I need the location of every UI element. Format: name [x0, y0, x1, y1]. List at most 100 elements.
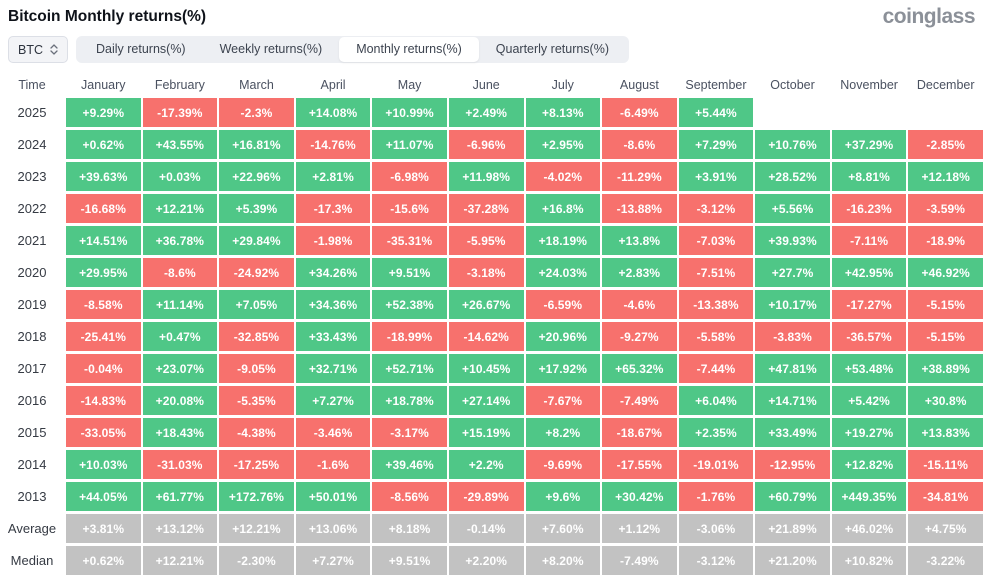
return-cell: -4.38%	[219, 418, 294, 447]
return-cell: +30.8%	[908, 386, 983, 415]
return-cell: -15.6%	[372, 194, 447, 223]
return-cell: +8.2%	[525, 418, 601, 447]
return-cell: -1.98%	[295, 226, 371, 255]
return-cell: -3.12%	[678, 194, 754, 223]
return-cell: +12.82%	[831, 450, 907, 479]
return-cell: +29.84%	[219, 226, 294, 255]
table-row: 2022 -16.68% +12.21% +5.39% -17.3% -15.6% -37.…	[0, 194, 983, 223]
return-cell: -12.95%	[755, 450, 830, 479]
return-cell: +13.06%	[295, 514, 371, 543]
return-cell: -1.76%	[678, 482, 754, 511]
return-cell: +9.6%	[525, 482, 601, 511]
return-cell: +14.08%	[295, 98, 371, 127]
return-cell: +34.36%	[295, 290, 371, 319]
return-cell: -31.03%	[142, 450, 218, 479]
tab-quarterly[interactable]: Quarterly returns(%)	[495, 42, 610, 57]
return-cell: +10.76%	[755, 130, 830, 159]
return-cell: +27.7%	[755, 258, 830, 287]
row-label: 2013	[17, 489, 47, 504]
tab-daily[interactable]: Daily returns(%)	[96, 42, 186, 57]
return-cell: +20.08%	[142, 386, 218, 415]
table-row: Average +3.81% +13.12% +12.21% +13.06% +8.18%…	[0, 514, 983, 543]
return-cell: -19.01%	[678, 450, 754, 479]
return-cell: +17.92%	[525, 354, 601, 383]
return-cell: +2.95%	[525, 130, 601, 159]
symbol-selector[interactable]: BTC	[8, 36, 68, 63]
return-cell: -6.59%	[525, 290, 601, 319]
column-header: Time	[18, 77, 46, 92]
return-cell: -7.67%	[525, 386, 601, 415]
return-cell: -7.49%	[602, 546, 677, 575]
return-cell: -35.31%	[372, 226, 447, 255]
empty-cell	[755, 98, 830, 127]
table-row: Median +0.62% +12.21% -2.30% +7.27% +9.51% +2.…	[0, 546, 983, 575]
row-label: 2019	[17, 297, 47, 312]
return-cell: +39.93%	[755, 226, 830, 255]
return-cell: +2.49%	[448, 98, 524, 127]
return-cell: +23.07%	[142, 354, 218, 383]
monthly-returns-table: Time January February March April May June July…	[0, 71, 985, 575]
coinglass-logo[interactable]: coinglass	[882, 5, 976, 28]
return-cell: -3.18%	[448, 258, 524, 287]
return-cell: +13.12%	[142, 514, 218, 543]
return-cell: -8.56%	[372, 482, 447, 511]
return-cell: -7.49%	[602, 386, 677, 415]
return-cell: -16.23%	[831, 194, 907, 223]
return-cell: -0.14%	[448, 514, 524, 543]
return-cell: -5.58%	[678, 322, 754, 351]
return-cell: -17.3%	[295, 194, 371, 223]
return-cell: +4.75%	[908, 514, 983, 543]
top-bar: Bitcoin Monthly returns(%) coinglass	[0, 0, 985, 27]
return-cell: -3.17%	[372, 418, 447, 447]
table-row: 2020 +29.95% -8.6% -24.92% +34.26% +9.51% -3.1…	[0, 258, 983, 287]
return-cell: -17.39%	[142, 98, 218, 127]
return-cell: -13.88%	[602, 194, 677, 223]
return-cell: -3.12%	[678, 546, 754, 575]
return-cell: +33.43%	[295, 322, 371, 351]
return-cell: +2.35%	[678, 418, 754, 447]
row-label: 2016	[17, 393, 47, 408]
return-cell: -37.28%	[448, 194, 524, 223]
return-cell: +46.92%	[908, 258, 983, 287]
return-cell: -7.11%	[831, 226, 907, 255]
return-cell: -5.95%	[448, 226, 524, 255]
return-cell: +52.38%	[372, 290, 447, 319]
return-cell: +61.77%	[142, 482, 218, 511]
return-cell: +11.14%	[142, 290, 218, 319]
return-cell: +12.21%	[142, 194, 218, 223]
tab-weekly[interactable]: Weekly returns(%)	[219, 42, 323, 57]
return-cell: +13.8%	[602, 226, 677, 255]
return-cell: +30.42%	[602, 482, 677, 511]
return-cell: +0.62%	[66, 130, 141, 159]
controls-bar: BTC Daily returns(%) Weekly returns(%) Mon…	[8, 36, 985, 63]
tab-monthly[interactable]: Monthly returns(%)	[339, 37, 479, 62]
row-label: 2015	[17, 425, 47, 440]
return-cell: -8.58%	[66, 290, 141, 319]
return-cell: +37.29%	[831, 130, 907, 159]
return-cell: +2.20%	[448, 546, 524, 575]
return-cell: +32.71%	[295, 354, 371, 383]
return-cell: -25.41%	[66, 322, 141, 351]
return-cell: +47.81%	[755, 354, 830, 383]
return-cell: +60.79%	[755, 482, 830, 511]
row-label: 2021	[17, 233, 47, 248]
return-cell: +5.44%	[678, 98, 754, 127]
return-cell: +2.81%	[295, 162, 371, 191]
return-cell: +9.29%	[66, 98, 141, 127]
column-header: July	[551, 77, 574, 92]
empty-cell	[908, 98, 983, 127]
return-cell: +7.27%	[295, 386, 371, 415]
return-cell: -17.25%	[219, 450, 294, 479]
return-cell: +15.19%	[448, 418, 524, 447]
return-cell: +172.76%	[219, 482, 294, 511]
return-cell: +26.67%	[448, 290, 524, 319]
return-cell: +7.27%	[295, 546, 371, 575]
return-cell: +11.07%	[372, 130, 447, 159]
row-label: 2017	[17, 361, 47, 376]
return-cell: -17.27%	[831, 290, 907, 319]
return-cell: -3.59%	[908, 194, 983, 223]
return-cell: +28.52%	[755, 162, 830, 191]
return-cell: +44.05%	[66, 482, 141, 511]
return-cell: +2.83%	[602, 258, 677, 287]
return-cell: -33.05%	[66, 418, 141, 447]
